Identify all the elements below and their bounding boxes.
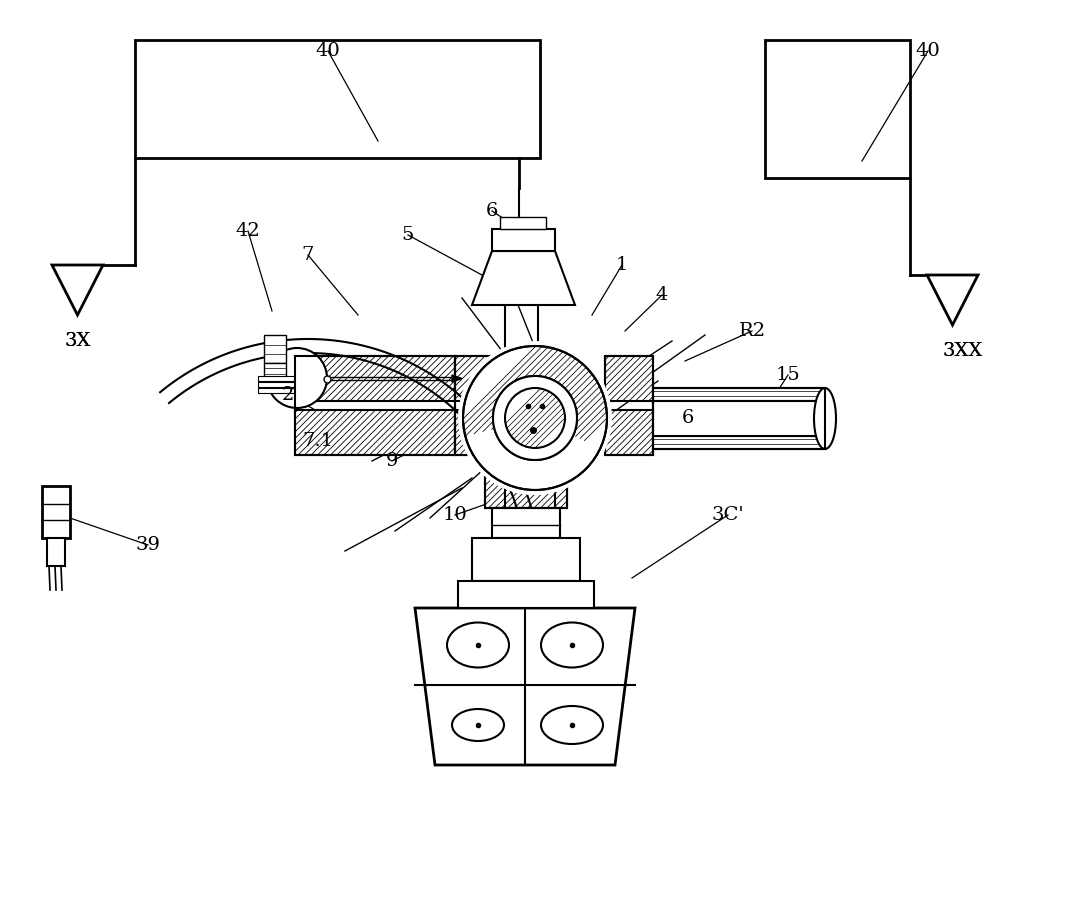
Bar: [605, 410, 653, 455]
Text: 3C': 3C': [712, 506, 745, 524]
Text: 10: 10: [443, 506, 468, 524]
Bar: [653, 436, 825, 449]
Text: 7: 7: [302, 246, 315, 264]
Bar: [47, 538, 65, 566]
Bar: [455, 356, 503, 455]
Bar: [295, 356, 455, 455]
Text: 3XX: 3XX: [943, 342, 983, 360]
Text: R2: R2: [738, 322, 765, 340]
Polygon shape: [52, 265, 103, 315]
Bar: [500, 217, 546, 229]
Bar: [455, 356, 503, 401]
Text: 4: 4: [656, 286, 668, 304]
Circle shape: [268, 348, 327, 408]
Bar: [492, 229, 555, 251]
Bar: [653, 388, 825, 449]
Bar: [492, 508, 560, 538]
Polygon shape: [452, 375, 462, 382]
Circle shape: [493, 376, 577, 460]
Text: 15: 15: [776, 366, 800, 384]
Text: 40: 40: [316, 42, 340, 60]
Circle shape: [505, 388, 565, 448]
Bar: [472, 538, 580, 581]
Text: 40: 40: [916, 42, 941, 60]
Text: 6: 6: [486, 202, 499, 220]
Polygon shape: [927, 275, 978, 325]
Ellipse shape: [541, 706, 603, 744]
Text: 5: 5: [402, 226, 414, 244]
Bar: [264, 363, 286, 379]
Text: 1: 1: [616, 256, 628, 274]
Text: 9: 9: [386, 452, 398, 470]
Bar: [605, 356, 653, 455]
Bar: [458, 581, 594, 608]
Bar: [135, 40, 540, 158]
Text: 7.1: 7.1: [303, 432, 334, 450]
Text: 6: 6: [682, 409, 694, 427]
Bar: [455, 410, 503, 455]
Ellipse shape: [452, 709, 504, 741]
Bar: [605, 356, 653, 401]
Wedge shape: [460, 418, 605, 495]
Bar: [295, 410, 455, 455]
Bar: [258, 388, 294, 393]
Text: 2: 2: [281, 386, 294, 404]
Bar: [653, 388, 825, 401]
Bar: [42, 486, 70, 538]
Ellipse shape: [541, 622, 603, 667]
Bar: [295, 356, 455, 401]
Circle shape: [493, 376, 577, 460]
Circle shape: [458, 341, 612, 495]
Bar: [765, 40, 910, 178]
Bar: [653, 401, 825, 436]
Polygon shape: [472, 251, 575, 305]
Polygon shape: [415, 608, 635, 765]
Text: 3X: 3X: [64, 332, 91, 350]
Text: 3XX: 3XX: [943, 342, 983, 360]
Ellipse shape: [814, 388, 836, 449]
Bar: [258, 376, 294, 381]
Bar: [485, 470, 567, 508]
Bar: [264, 335, 286, 363]
Text: 3X: 3X: [64, 332, 91, 350]
Text: 42: 42: [235, 222, 260, 240]
Text: 39: 39: [136, 536, 160, 554]
Bar: [258, 381, 294, 387]
Ellipse shape: [447, 622, 509, 667]
Bar: [485, 470, 567, 508]
